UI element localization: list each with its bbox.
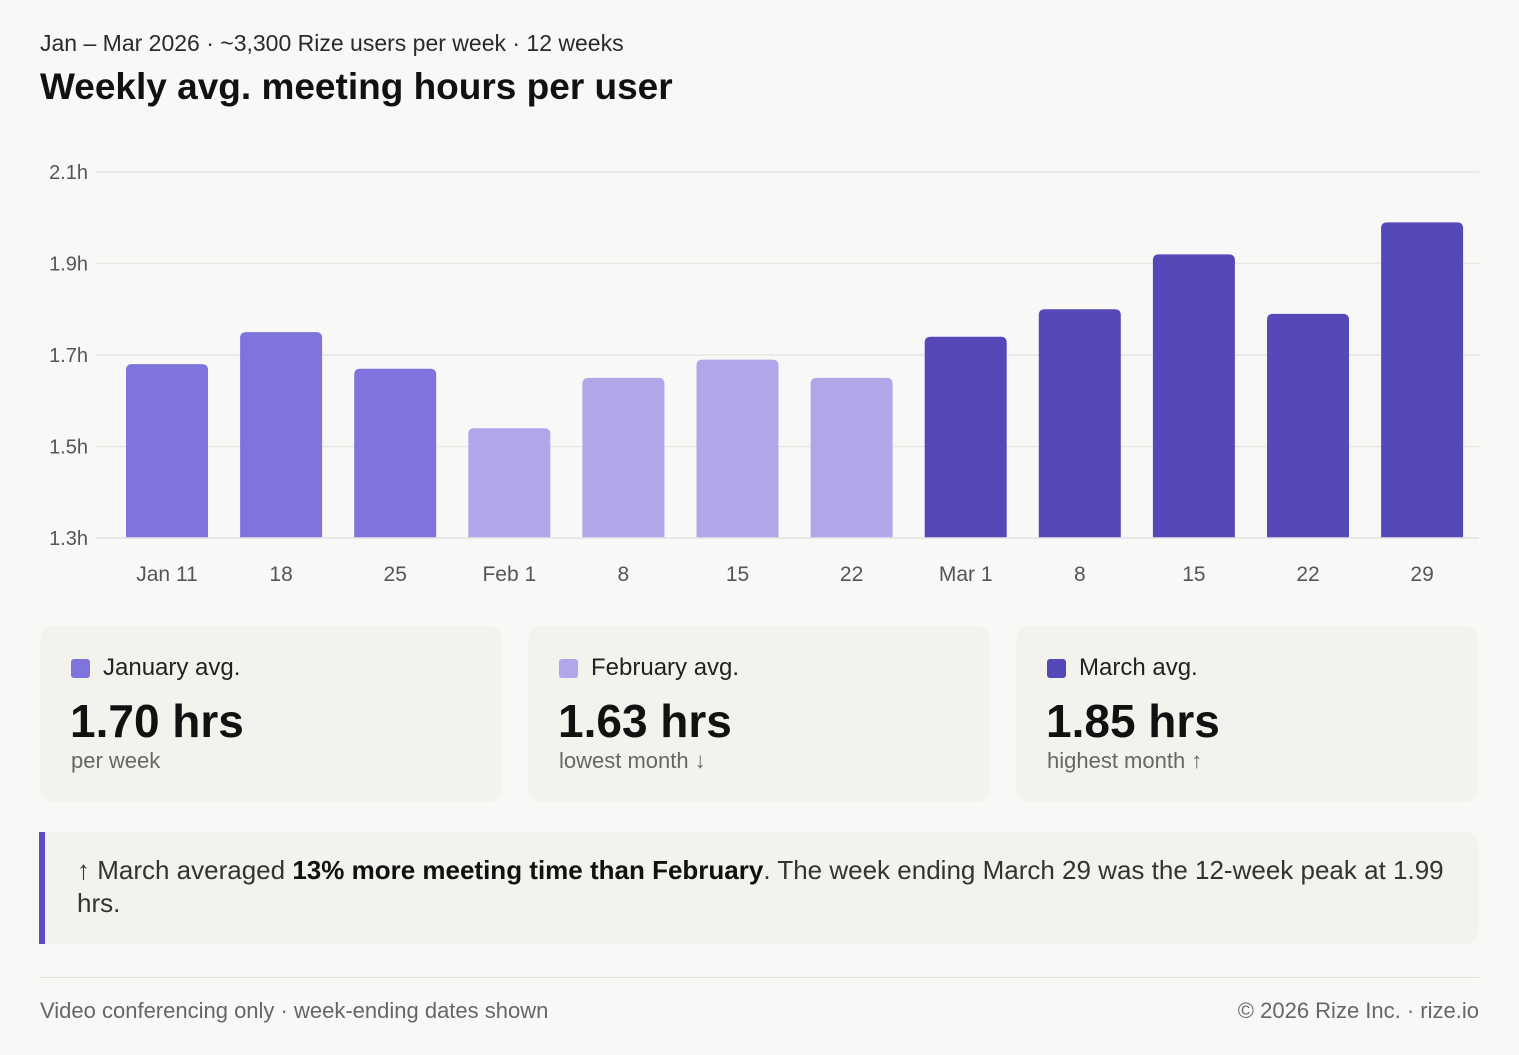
card-label: March avg. xyxy=(1079,654,1198,681)
card-value: 1.70 hrs xyxy=(70,695,244,747)
monthly-averages: January avg. 1.70 hrs per week February … xyxy=(40,626,1479,802)
card-value: 1.85 hrs xyxy=(1046,695,1220,747)
card-february: February avg. 1.63 hrs lowest month ↓ xyxy=(528,626,990,802)
bar xyxy=(1381,222,1464,538)
x-tick-label: 22 xyxy=(840,563,863,586)
card-note: per week xyxy=(71,748,161,773)
chart-subtitle: Jan – Mar 2026 · ~3,300 Rize users per w… xyxy=(40,30,624,56)
footer-divider xyxy=(40,977,1479,978)
y-tick-label: 2.1h xyxy=(49,162,88,184)
x-tick-label: 18 xyxy=(269,563,292,586)
card-label: January avg. xyxy=(103,654,241,681)
x-tick-label: 8 xyxy=(1074,563,1086,586)
bar xyxy=(1267,313,1349,538)
footer-note: Video conferencing only · week-ending da… xyxy=(40,998,549,1023)
bar xyxy=(240,332,323,538)
card-value: 1.63 hrs xyxy=(558,695,732,747)
january-swatch xyxy=(71,658,90,678)
bar xyxy=(582,377,665,538)
x-tick-label: Mar 1 xyxy=(939,563,993,586)
insight-suffix: . The week ending March 29 was the 12-we… xyxy=(77,855,1444,918)
x-tick-label: 15 xyxy=(1182,563,1205,586)
x-tick-label: 8 xyxy=(618,563,630,586)
x-tick-label: 25 xyxy=(384,563,407,586)
bar xyxy=(810,377,893,538)
bar xyxy=(1038,309,1121,538)
card-label: February avg. xyxy=(591,654,740,681)
card-note: highest month ↑ xyxy=(1047,748,1203,773)
bar xyxy=(468,428,551,538)
bar xyxy=(354,368,437,538)
y-tick-label: 1.9h xyxy=(49,254,88,276)
y-tick-label: 1.5h xyxy=(49,437,88,459)
bar xyxy=(1152,254,1235,538)
chart-title: Weekly avg. meeting hours per user xyxy=(40,66,673,107)
x-tick-label: 22 xyxy=(1296,563,1319,586)
y-tick-label: 1.7h xyxy=(49,345,88,367)
card-note: lowest month ↓ xyxy=(559,748,706,773)
y-tick-label: 1.3h xyxy=(49,528,88,550)
insight-prefix: ↑ March averaged xyxy=(77,855,293,885)
insight-callout: ↑ March averaged 13% more meeting time t… xyxy=(39,832,1479,944)
february-swatch xyxy=(559,658,578,678)
march-swatch xyxy=(1047,658,1066,678)
bar xyxy=(924,336,1007,538)
x-tick-label: 15 xyxy=(726,563,749,586)
bar-chart: 1.3h 1.5h 1.7h 1.9h 2.1h Jan 11 18 25 Feb 1 8 15 22… xyxy=(49,162,1479,586)
x-tick-label: Feb 1 xyxy=(482,563,536,586)
bar xyxy=(126,364,208,538)
x-tick-label: 29 xyxy=(1410,563,1433,586)
card-march: March avg. 1.85 hrs highest month ↑ xyxy=(1016,626,1478,802)
x-tick-label: Jan 11 xyxy=(136,563,198,586)
footer-copyright: © 2026 Rize Inc. · rize.io xyxy=(1237,998,1479,1023)
insight-highlight: 13% more meeting time than February xyxy=(292,855,764,885)
bar xyxy=(696,359,779,538)
card-january: January avg. 1.70 hrs per week xyxy=(40,626,502,802)
